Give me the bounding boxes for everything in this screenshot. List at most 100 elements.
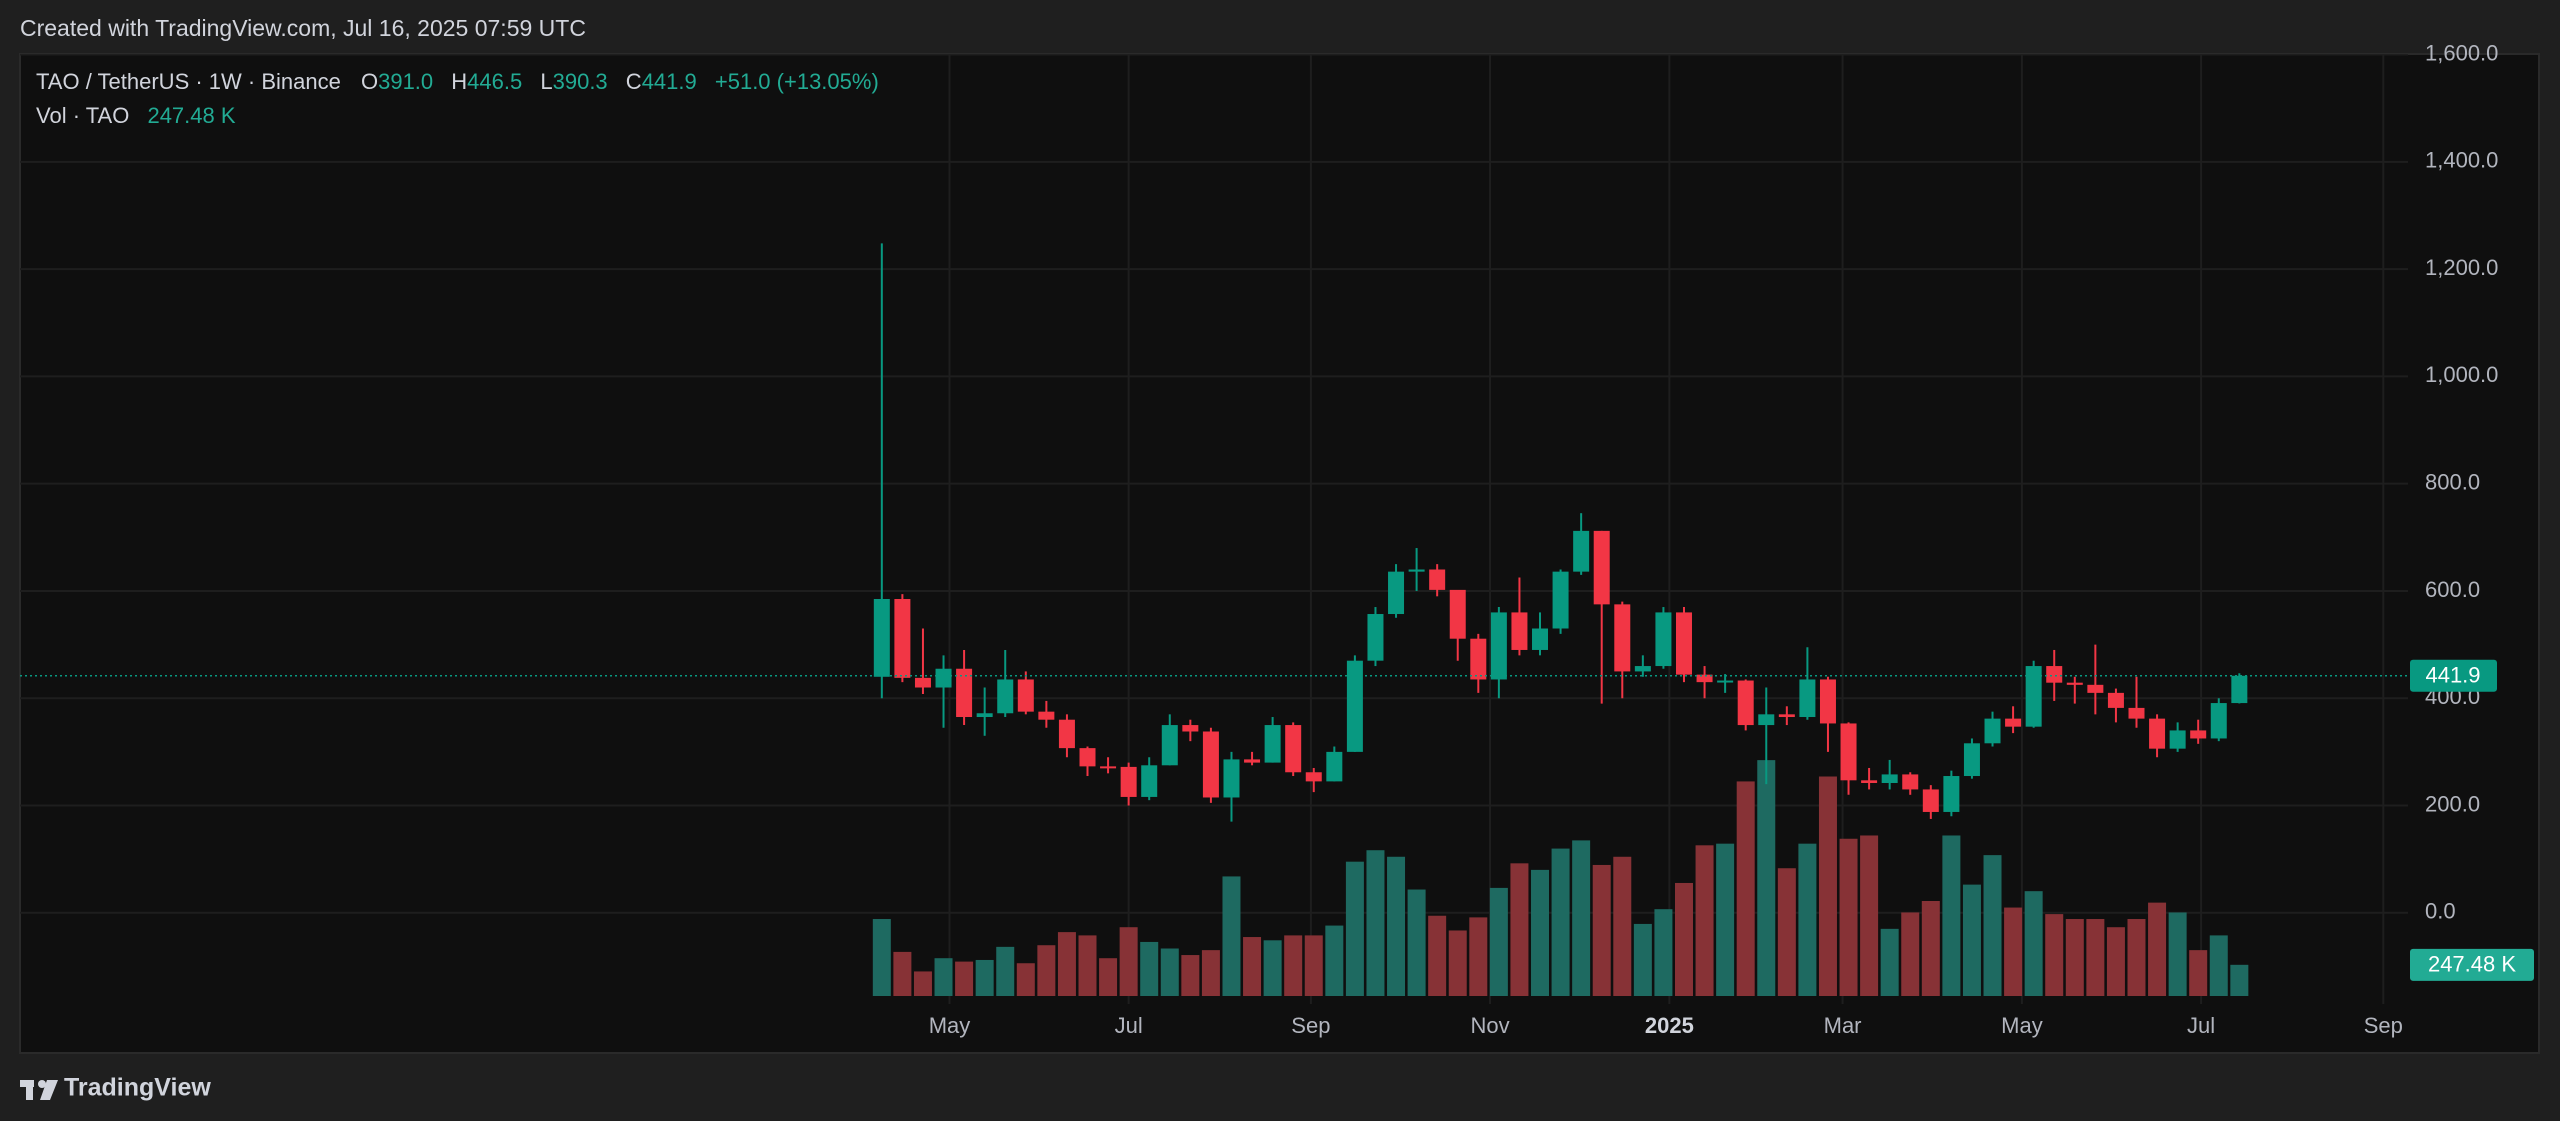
candle-body xyxy=(1120,766,1137,797)
volume-bar xyxy=(1674,882,1693,996)
volume-bar xyxy=(1078,935,1097,996)
candle-body xyxy=(1922,789,1939,812)
volume-bar xyxy=(1921,900,1940,996)
candle-body xyxy=(1449,589,1466,639)
volume-bar xyxy=(2086,919,2105,996)
candle-body xyxy=(1634,666,1651,672)
volume-bar xyxy=(1387,856,1406,996)
x-tick-label: Jul xyxy=(1115,1013,1143,1038)
candle-body xyxy=(914,677,931,688)
last-price-tag xyxy=(2410,659,2497,692)
last-volume-label: 247.48 K xyxy=(2428,952,2516,977)
legend-high: 446.5 xyxy=(467,69,522,94)
volume-bar xyxy=(1860,835,1879,996)
candle-body xyxy=(2149,718,2166,749)
candle-body xyxy=(1511,612,1528,650)
volume-bar xyxy=(1901,912,1920,996)
volume-bar xyxy=(1613,856,1632,996)
candle-body xyxy=(1182,725,1199,732)
x-tick-label: Sep xyxy=(2364,1013,2403,1038)
candle-body xyxy=(873,599,890,677)
volume-bar xyxy=(1469,917,1488,996)
candle-body xyxy=(2128,707,2145,719)
y-tick-label: 600.0 xyxy=(2425,577,2480,602)
legend-low: 390.3 xyxy=(553,69,608,94)
volume-bar xyxy=(893,951,912,996)
candle-body xyxy=(1305,772,1322,782)
volume-bar xyxy=(1407,889,1426,996)
volume-bar xyxy=(1057,932,1076,996)
y-tick-label: 200.0 xyxy=(2425,791,2480,816)
candle-body xyxy=(1819,679,1836,724)
candle-body xyxy=(1285,725,1302,773)
candle-body xyxy=(1902,774,1919,790)
candle-body xyxy=(2190,730,2207,739)
volume-name: Vol · TAO xyxy=(36,103,129,128)
volume-bar xyxy=(1140,941,1159,996)
volume-bar xyxy=(1345,861,1364,996)
axes: 0.0200.0400.0600.0800.01,000.01,200.01,4… xyxy=(929,40,2534,1038)
candle-body xyxy=(1244,759,1261,763)
volume-bar xyxy=(872,919,891,996)
volume-bar xyxy=(2024,891,2043,996)
candle-body xyxy=(1490,612,1507,680)
volume-bar xyxy=(1099,958,1118,996)
volume-bar xyxy=(913,971,932,996)
volume-bar xyxy=(2230,964,2249,996)
candle-body xyxy=(1367,614,1384,661)
logo-stem xyxy=(26,1080,33,1100)
volume-bar xyxy=(1201,950,1220,996)
candle-body xyxy=(956,668,973,718)
volume-bar xyxy=(1366,850,1385,996)
candle-body xyxy=(1593,530,1610,605)
candle-body xyxy=(1881,774,1898,783)
volume-bar xyxy=(2168,912,2187,996)
volume-bar xyxy=(1839,838,1858,996)
volume-bar xyxy=(1757,760,1776,996)
candle-body xyxy=(1058,719,1075,749)
candle-body xyxy=(997,679,1014,714)
chart-frame xyxy=(19,53,2540,1054)
legend-open: 391.0 xyxy=(378,69,433,94)
volume-bar xyxy=(1222,876,1241,996)
volume-bar xyxy=(1160,948,1179,996)
grid xyxy=(20,54,2408,1004)
logo-dot xyxy=(38,1080,46,1088)
candle-body xyxy=(2231,675,2248,704)
candle-body xyxy=(1100,766,1117,769)
candle-body xyxy=(894,599,911,678)
symbol: TAO / TetherUS · 1W · Binance xyxy=(36,69,341,94)
volume-bar xyxy=(1654,909,1673,996)
volume-bar xyxy=(1448,930,1467,996)
candle-body xyxy=(1223,759,1240,798)
x-tick-label: Mar xyxy=(1824,1013,1862,1038)
candle-body xyxy=(2025,666,2042,727)
volume-bar xyxy=(1592,864,1611,996)
brand: TradingView xyxy=(20,1074,211,1102)
volume-bar xyxy=(1962,884,1981,996)
candle-body xyxy=(1408,569,1425,572)
volume-legend: Vol · TAO 247.48 K xyxy=(36,103,236,128)
volume-bar xyxy=(2209,935,2228,996)
volume-bar xyxy=(2045,914,2064,996)
candle-body xyxy=(1079,748,1096,767)
candle-body xyxy=(1264,725,1281,763)
candle-body xyxy=(1141,765,1158,797)
candle-body xyxy=(1737,680,1754,726)
candle-body xyxy=(1573,530,1590,572)
volume-bar xyxy=(1777,868,1796,996)
volume-bar xyxy=(1531,869,1550,996)
volume-bar xyxy=(1633,923,1652,996)
brand-name: TradingView xyxy=(64,1074,211,1102)
candle-body xyxy=(1017,679,1034,712)
header-title: Created with TradingView.com, Jul 16, 20… xyxy=(20,15,586,41)
candle-body xyxy=(1346,660,1363,752)
candle-body xyxy=(2046,666,2063,683)
volume-bar xyxy=(975,959,994,996)
candle-body xyxy=(1388,571,1405,615)
volume-bar xyxy=(1716,843,1735,996)
candle-body xyxy=(935,668,952,688)
candle-body xyxy=(1675,612,1692,675)
